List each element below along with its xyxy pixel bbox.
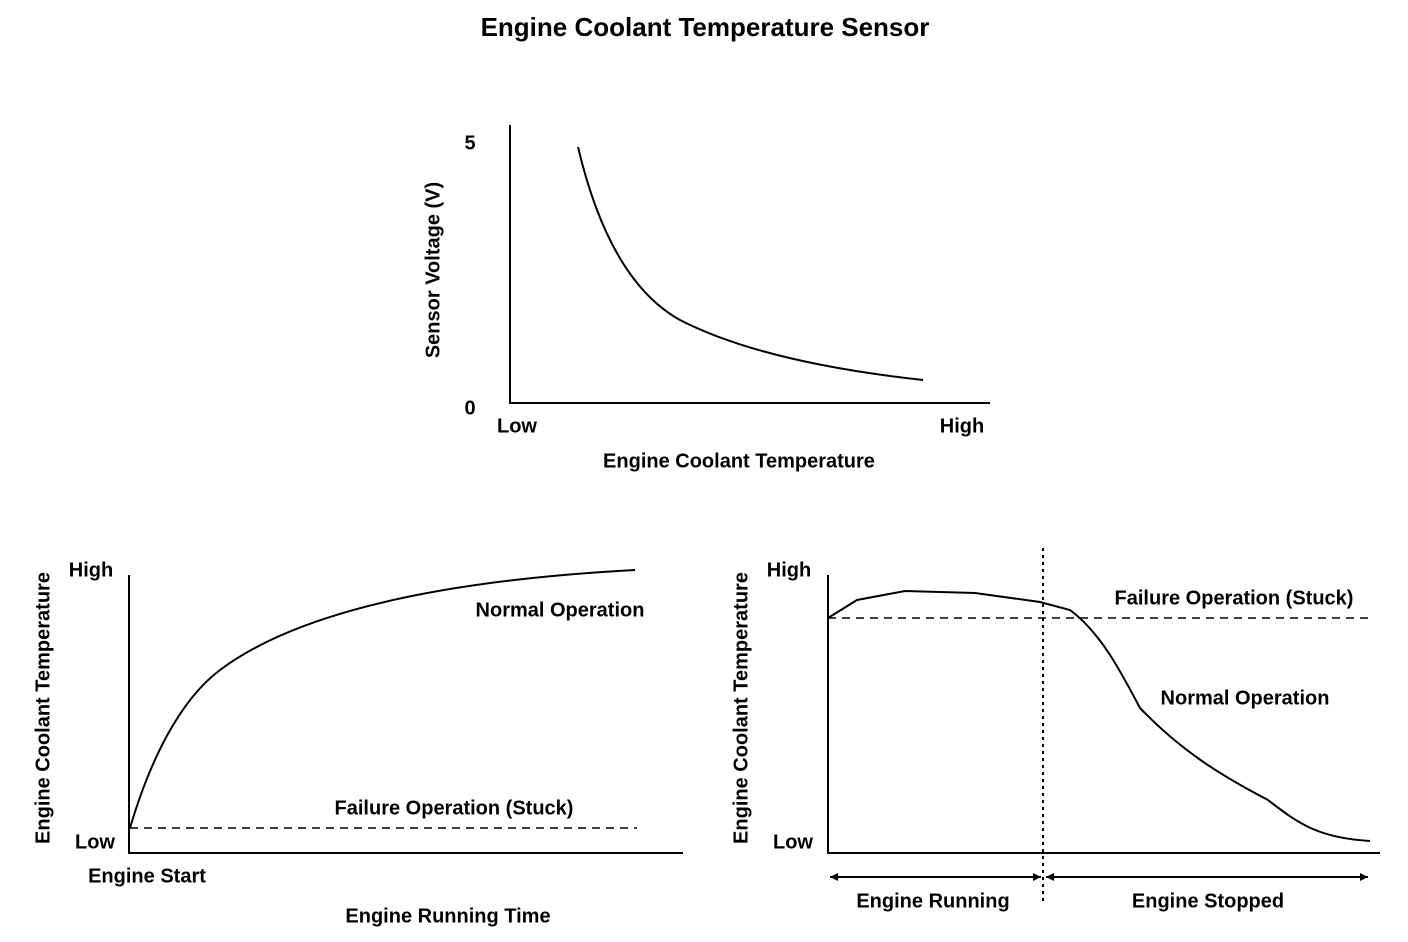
axes [128,575,683,854]
x-start-label: Engine Start [88,865,206,887]
title: Engine Coolant Temperature Sensor [481,12,930,42]
y-high-label: High [767,559,811,581]
normal-curve [129,569,636,829]
y-axis-label: Engine Coolant Temperature [32,572,54,844]
x-axis-label: Engine Coolant Temperature [603,450,875,472]
stopped-label: Engine Stopped [1132,890,1284,912]
right-chart: High Low Failure Operation (Stuck) Norma… [730,548,1380,912]
y-high-label: High [69,559,113,581]
y-bottom-label: 0 [464,397,475,419]
normal-label: Normal Operation [476,599,645,621]
y-axis-label: Sensor Voltage (V) [422,182,444,358]
x-high-label: High [940,415,984,437]
y-top-label: 5 [464,132,475,154]
top-chart: 5 0 Low High Engine Coolant Temperature … [422,125,990,472]
y-axis-label: Engine Coolant Temperature [730,572,752,844]
failure-label: Failure Operation (Stuck) [335,797,574,819]
failure-label: Failure Operation (Stuck) [1115,587,1354,609]
normal-curve [827,589,1371,842]
axes [827,575,1380,854]
x-axis-label: Engine Running Time [345,905,550,927]
y-low-label: Low [75,831,115,853]
left-chart: High Low Normal Operation Failure Operat… [32,559,683,927]
y-low-label: Low [773,831,813,853]
voltage-curve [577,146,924,381]
axes [509,125,990,404]
running-label: Engine Running [856,890,1009,912]
normal-label: Normal Operation [1161,687,1330,709]
x-low-label: Low [497,415,537,437]
